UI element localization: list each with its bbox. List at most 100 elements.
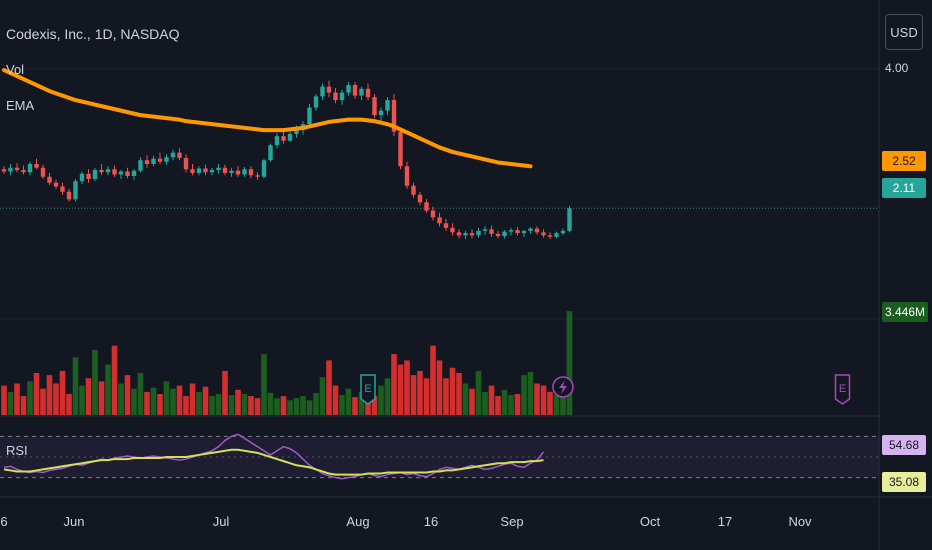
volume-bar: [280, 396, 287, 415]
volume-bar: [137, 373, 144, 415]
candle-body: [521, 230, 527, 234]
volume-bar: [540, 385, 547, 415]
candle-body: [508, 230, 514, 232]
volume-bar: [560, 387, 566, 415]
x-axis-label: 16: [423, 514, 439, 529]
volume-bar: [319, 377, 326, 415]
volume-tag: 3.446M: [882, 302, 928, 322]
candle-body: [92, 169, 98, 179]
volume-bar: [66, 394, 72, 415]
candle-body: [66, 191, 72, 200]
candle-body: [34, 163, 39, 168]
volume-bar: [1, 385, 7, 415]
candle-body: [495, 233, 501, 237]
candle-body: [443, 223, 449, 228]
candle-body: [554, 233, 559, 237]
volume-bar: [443, 378, 449, 415]
candle-body: [391, 100, 397, 132]
candle-body: [261, 160, 267, 177]
candle-body: [138, 160, 143, 171]
candle-body: [47, 176, 52, 183]
volume-bar: [527, 371, 534, 415]
candle-body: [326, 86, 332, 93]
candle-body: [79, 173, 85, 182]
x-axis-label: Nov: [788, 514, 812, 529]
x-axis-label: Oct: [639, 514, 661, 529]
currency-button[interactable]: USD: [885, 14, 923, 50]
volume-bar: [371, 396, 378, 415]
volume-bar: [475, 370, 482, 415]
candle-body: [73, 181, 78, 200]
candle-body: [248, 169, 254, 176]
candle-body: [164, 157, 169, 162]
candle-body: [385, 100, 390, 111]
candle-body: [235, 170, 241, 175]
candle-body: [268, 145, 273, 161]
candle-body: [398, 131, 403, 167]
earnings-event-letter: E: [364, 383, 371, 395]
candle-body: [118, 171, 124, 175]
candle-body: [567, 208, 572, 231]
volume-bar: [202, 386, 209, 415]
volume-bar: [163, 381, 170, 415]
volume-bar: [27, 381, 33, 415]
volume-bar: [183, 396, 189, 415]
rsi-indicator-label[interactable]: RSI: [6, 443, 28, 458]
candle-body: [541, 232, 546, 236]
candle-body: [170, 152, 176, 158]
volume-bar: [391, 354, 397, 415]
volume-bar: [449, 367, 456, 415]
candle-body: [417, 194, 423, 203]
volume-bar: [345, 388, 352, 415]
volume-bar: [566, 311, 573, 415]
volume-bar: [482, 391, 488, 415]
candle-body: [196, 168, 202, 173]
candle-body: [534, 228, 540, 233]
volume-bar: [40, 388, 46, 415]
volume-bar: [410, 375, 417, 415]
ema-indicator-label[interactable]: EMA: [6, 98, 35, 113]
ema-price-tag: 2.52: [882, 151, 926, 171]
candle-body: [469, 233, 475, 236]
candle-body: [99, 169, 104, 173]
vol-indicator-label[interactable]: Vol: [6, 62, 25, 77]
volume-bar: [352, 397, 358, 415]
candle-body: [40, 167, 46, 177]
volume-bar: [332, 385, 339, 415]
candle-body: [430, 210, 436, 218]
candle-body: [53, 182, 59, 187]
volume-bar: [118, 383, 124, 415]
volume-bar: [547, 391, 553, 415]
candle-body: [151, 158, 156, 164]
candle-body: [183, 157, 189, 170]
volume-bar: [131, 388, 137, 415]
volume-bar: [157, 394, 163, 415]
candle-body: [424, 202, 429, 211]
volume-bar: [228, 395, 235, 415]
volume-bar: [72, 357, 79, 415]
volume-bar: [365, 396, 371, 415]
rsi-value-tag: 54.68: [882, 435, 926, 455]
volume-bar: [358, 391, 365, 415]
price-axis-tick: 4.00: [885, 61, 909, 75]
candle-body: [307, 107, 312, 125]
volume-bar: [378, 385, 384, 415]
candle-body: [560, 230, 566, 234]
candle-body: [190, 169, 195, 173]
earnings-event-icon: [360, 374, 376, 405]
candle-body: [547, 235, 553, 237]
volume-bar: [85, 378, 92, 415]
candle-body: [489, 229, 494, 234]
earnings-event-letter: E: [839, 383, 846, 395]
candle-body: [112, 169, 117, 175]
bolt-icon: [559, 380, 567, 394]
volume-bar: [313, 392, 319, 415]
candle-body: [255, 175, 260, 177]
volume-bar: [462, 383, 469, 415]
volume-bar: [235, 389, 241, 415]
candle-body: [287, 133, 293, 141]
candle-body: [274, 136, 280, 146]
volume-bar: [514, 394, 521, 415]
volume-bar: [306, 400, 313, 415]
